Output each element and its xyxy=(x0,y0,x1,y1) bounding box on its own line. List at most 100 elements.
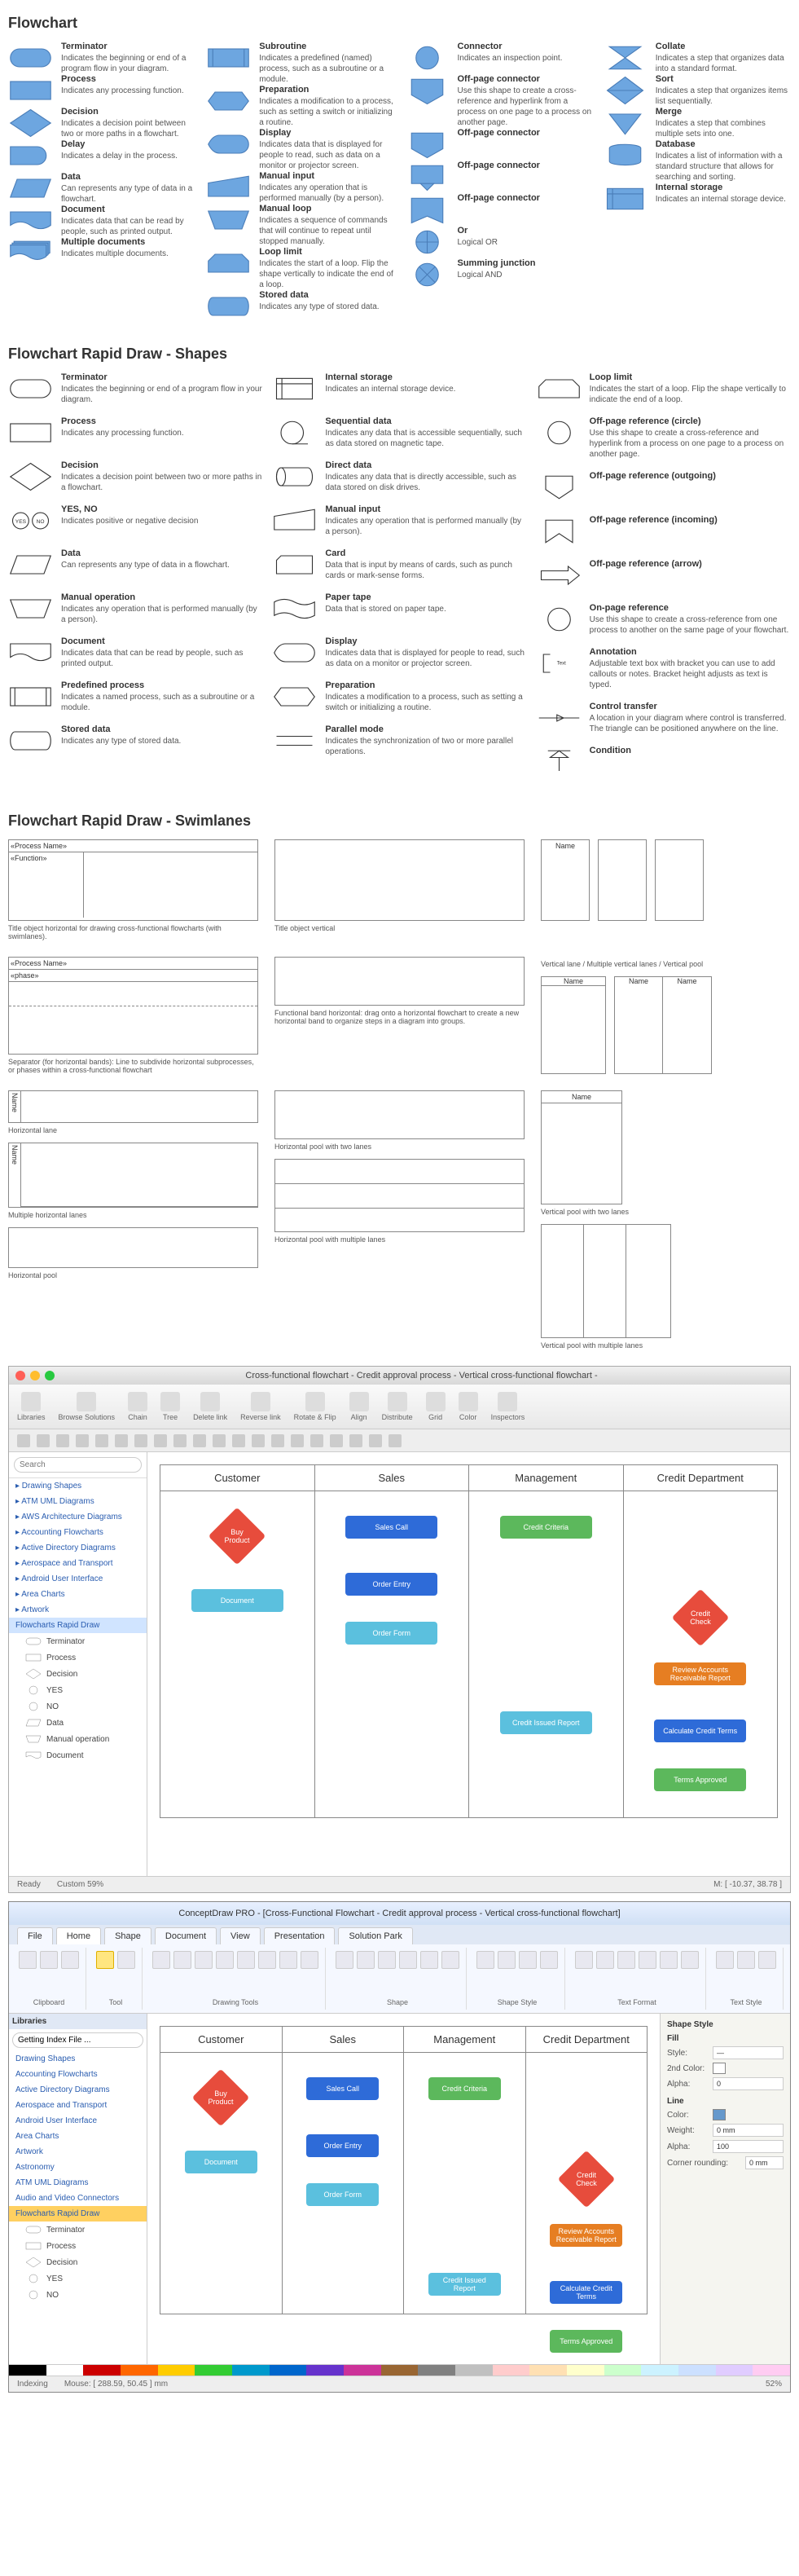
ribbon-button[interactable] xyxy=(758,1951,776,1969)
ribbon-button[interactable] xyxy=(195,1951,213,1969)
sidebar-shape[interactable]: Document xyxy=(9,1747,147,1764)
ribbon-button[interactable] xyxy=(216,1951,234,1969)
flowchart-node[interactable]: Terms Approved xyxy=(654,1768,746,1791)
ribbon-tab[interactable]: Document xyxy=(155,1927,217,1944)
color-swatch[interactable] xyxy=(529,2365,567,2376)
ribbon-button[interactable] xyxy=(152,1951,170,1969)
sidebar-item[interactable]: ▸ Aerospace and Transport xyxy=(9,1556,147,1571)
toolbar-button[interactable]: Chain xyxy=(128,1392,147,1421)
color-swatch[interactable] xyxy=(46,2365,84,2376)
flowchart-node[interactable]: Credit Criteria xyxy=(500,1516,592,1539)
sidebar-shape[interactable]: Decision xyxy=(9,2254,147,2270)
sub-tool[interactable] xyxy=(56,1434,69,1447)
toolbar-button[interactable]: Delete link xyxy=(193,1392,227,1421)
color-swatch[interactable] xyxy=(455,2365,493,2376)
sub-tool[interactable] xyxy=(95,1434,108,1447)
ribbon-button[interactable] xyxy=(399,1951,417,1969)
flowchart-node[interactable]: Order Form xyxy=(345,1622,437,1645)
flowchart-node[interactable]: Order Form xyxy=(306,2183,379,2206)
toolbar-button[interactable]: Align xyxy=(349,1392,369,1421)
sidebar-item[interactable]: Drawing Shapes xyxy=(9,2051,147,2067)
ribbon-button[interactable] xyxy=(173,1951,191,1969)
sidebar-item[interactable]: ▸ Drawing Shapes xyxy=(9,1478,147,1494)
sub-tool[interactable] xyxy=(17,1434,30,1447)
ribbon-button[interactable] xyxy=(498,1951,516,1969)
sidebar-item[interactable]: Artwork xyxy=(9,2144,147,2160)
line-color-swatch[interactable] xyxy=(713,2109,726,2120)
sidebar-item[interactable]: ▸ Active Directory Diagrams xyxy=(9,1540,147,1556)
ribbon-button[interactable] xyxy=(617,1951,635,1969)
flowchart-node[interactable]: Sales Call xyxy=(345,1516,437,1539)
sub-tool[interactable] xyxy=(193,1434,206,1447)
win-search-input[interactable] xyxy=(12,2032,143,2048)
flowchart-node[interactable]: Credit Check xyxy=(671,1589,729,1647)
ribbon-button[interactable] xyxy=(19,1951,37,1969)
ribbon-button[interactable] xyxy=(237,1951,255,1969)
sub-tool[interactable] xyxy=(271,1434,284,1447)
sidebar-shape[interactable]: Manual operation xyxy=(9,1731,147,1747)
sub-tool[interactable] xyxy=(252,1434,265,1447)
flowchart-node[interactable]: Credit Issued Report xyxy=(428,2273,501,2296)
win-sidebar-active[interactable]: Flowcharts Rapid Draw xyxy=(9,2206,147,2222)
toolbar-button[interactable]: Color xyxy=(459,1392,478,1421)
ribbon-button[interactable] xyxy=(378,1951,396,1969)
sidebar-item[interactable]: Android User Interface xyxy=(9,2113,147,2129)
sub-tool[interactable] xyxy=(232,1434,245,1447)
color-swatch[interactable] xyxy=(232,2365,270,2376)
sidebar-item[interactable]: Area Charts xyxy=(9,2129,147,2144)
color-swatch[interactable] xyxy=(270,2365,307,2376)
ribbon-button[interactable] xyxy=(61,1951,79,1969)
sidebar-item[interactable]: ▸ Accounting Flowcharts xyxy=(9,1525,147,1540)
sub-tool[interactable] xyxy=(330,1434,343,1447)
ribbon-button[interactable] xyxy=(96,1951,114,1969)
ribbon-button[interactable] xyxy=(476,1951,494,1969)
close-button[interactable] xyxy=(15,1371,25,1380)
ribbon-tab[interactable]: View xyxy=(220,1927,261,1944)
ribbon-button[interactable] xyxy=(336,1951,353,1969)
flowchart-node[interactable]: Order Entry xyxy=(345,1573,437,1596)
sidebar-shape[interactable]: NO xyxy=(9,1698,147,1715)
flowchart-node[interactable]: Order Entry xyxy=(306,2134,379,2157)
flowchart-node[interactable]: Calculate Credit Terms xyxy=(550,2281,622,2304)
sidebar-item[interactable]: Aerospace and Transport xyxy=(9,2098,147,2113)
color-swatch[interactable] xyxy=(493,2365,530,2376)
color-swatch[interactable] xyxy=(158,2365,195,2376)
ribbon-button[interactable] xyxy=(117,1951,135,1969)
toolbar-button[interactable]: Rotate & Flip xyxy=(294,1392,336,1421)
ribbon-button[interactable] xyxy=(279,1951,297,1969)
ribbon-button[interactable] xyxy=(660,1951,678,1969)
sub-tool[interactable] xyxy=(115,1434,128,1447)
color-swatch[interactable] xyxy=(678,2365,716,2376)
color-swatch[interactable] xyxy=(567,2365,604,2376)
color-swatch[interactable] xyxy=(716,2365,753,2376)
toolbar-button[interactable]: Libraries xyxy=(17,1392,46,1421)
sidebar-shape[interactable]: YES xyxy=(9,1682,147,1698)
sidebar-shape[interactable]: Decision xyxy=(9,1666,147,1682)
sub-tool[interactable] xyxy=(369,1434,382,1447)
flowchart-node[interactable]: Terms Approved xyxy=(550,2330,622,2353)
sub-tool[interactable] xyxy=(173,1434,187,1447)
ribbon-button[interactable] xyxy=(639,1951,656,1969)
sub-tool[interactable] xyxy=(134,1434,147,1447)
sidebar-shape[interactable]: Process xyxy=(9,1649,147,1666)
zoom-button[interactable] xyxy=(45,1371,55,1380)
ribbon-button[interactable] xyxy=(540,1951,558,1969)
ribbon-button[interactable] xyxy=(596,1951,614,1969)
sidebar-item[interactable]: ▸ Area Charts xyxy=(9,1587,147,1602)
flowchart-node[interactable]: Sales Call xyxy=(306,2077,379,2100)
ribbon-button[interactable] xyxy=(737,1951,755,1969)
color-swatch[interactable] xyxy=(604,2365,642,2376)
color-swatch[interactable] xyxy=(9,2365,46,2376)
ribbon-tab[interactable]: Presentation xyxy=(264,1927,336,1944)
color-swatch[interactable] xyxy=(83,2365,121,2376)
sub-tool[interactable] xyxy=(389,1434,402,1447)
sidebar-shape[interactable]: Terminator xyxy=(9,2222,147,2238)
ribbon-button[interactable] xyxy=(575,1951,593,1969)
flowchart-node[interactable]: Document xyxy=(191,1589,283,1612)
sub-tool[interactable] xyxy=(76,1434,89,1447)
color-swatch[interactable] xyxy=(418,2365,455,2376)
flowchart-node[interactable]: Buy Product xyxy=(209,1508,266,1565)
toolbar-button[interactable]: Browse Solutions xyxy=(59,1392,116,1421)
flowchart-node[interactable]: Credit Issued Report xyxy=(500,1711,592,1734)
sub-tool[interactable] xyxy=(154,1434,167,1447)
